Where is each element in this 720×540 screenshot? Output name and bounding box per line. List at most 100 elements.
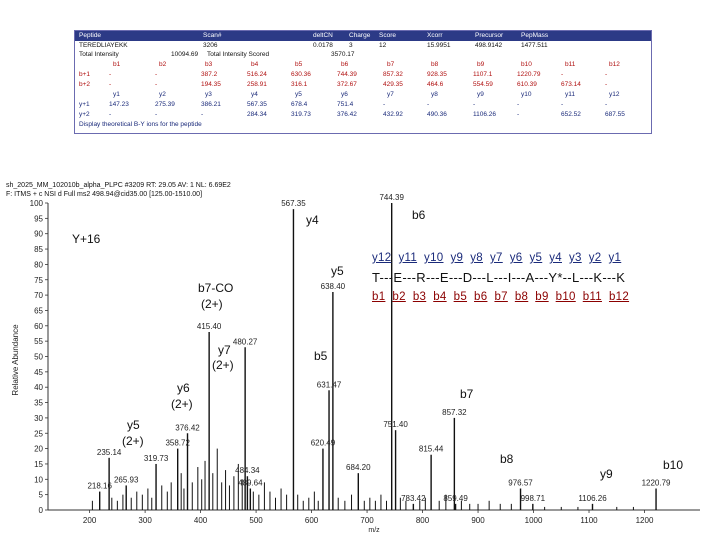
b-row-label: b+1 [79,71,91,78]
peak-mz-label: 998.71 [521,494,546,503]
b-ion-header-cell: b9 [477,61,485,68]
sequence-b-ions: b1 b2 b3 b4 b5 b6 b7 b8 b9 b10 b11 b12 [372,291,636,303]
y-ion-header-cell: y1 [113,91,120,98]
peak-mz-label: 744.39 [379,193,404,202]
sequence-ion-label: b10 [555,291,576,303]
y-ion-cell: - [473,101,476,108]
table-peptide-cell: 0.0178 [313,42,333,49]
table-peptide-cell: TEREDLIAYEKK [79,42,128,49]
peak-mz-label: 265.93 [114,475,139,484]
y-ion-header-cell: y4 [251,91,258,98]
y-tick-label: 90 [34,230,43,239]
b-ion-cell: 194.35 [201,81,221,88]
table-peptide-cell: 498.9142 [475,42,503,49]
sequence-ion-label: b9 [535,291,549,303]
table-header-cell: Xcorr [427,32,443,39]
sequence-ion-label: y3 [569,252,582,264]
b-ion-cell: 316.1 [291,81,308,88]
ion-table: Peptide Scan# deltCN Charge Score Xcorr Precur… [74,30,652,134]
peak-mz-label: 376.42 [175,423,200,432]
sequence-residues: T---E---R---E---D---L---I---A---Y*--L---… [372,270,626,285]
sequence-ion-label: y6 [509,252,523,264]
y-ion-cell: 652.52 [561,111,581,118]
table-peptide-cell: 15.9951 [427,42,451,49]
b-ion-header-cell: b5 [295,61,303,68]
peak-mz-label: 235.14 [97,448,122,457]
y-ion-cell: 678.4 [291,101,308,108]
y-ion-cell: - [605,101,608,108]
y-ion-header-cell: y10 [521,91,532,98]
peak-mz-label: 484.34 [235,466,260,475]
table-peptide-cell: 1477.511 [521,42,548,49]
b-ion-cell: 387.2 [201,71,218,78]
y-ion-cell: 567.35 [247,101,267,108]
y-ion-cell: - [517,101,520,108]
y-tick-label: 35 [34,399,43,408]
b-row-label: b+2 [79,81,91,88]
table-header-cell: Peptide [79,32,102,39]
sequence-ion-label: y5 [529,252,543,264]
b-ion-cell: 630.36 [291,71,311,78]
x-tick-label: 300 [138,516,152,525]
b-ion-cell: 928.35 [427,71,447,78]
y-axis-label: Relative Abundance [11,324,20,396]
y-tick-label: 75 [34,276,43,285]
table-peptide-cell: 12 [379,42,387,49]
peak-mz-label: 358.72 [165,439,190,448]
sequence-ion-label: b3 [412,291,427,303]
annotation-y7-charge: (2+) [212,358,234,372]
x-tick-label: 400 [194,516,208,525]
annotation-b8: b8 [500,452,514,466]
b-ion-header-cell: b12 [609,61,620,68]
y-ion-cell: - [155,111,158,118]
annotation-b10: b10 [663,458,684,472]
x-tick-label: 600 [305,516,319,525]
table-peptide-cell: 3 [349,42,353,49]
y-ion-cell: 751.4 [337,101,354,108]
peak-mz-label: 751.40 [383,420,408,429]
b-ion-cell: 554.59 [473,81,493,88]
b-ion-cell: 1220.79 [517,71,541,78]
y-ion-cell: 284.34 [247,111,267,118]
peak-mz-label: 631.47 [317,380,342,389]
b-ion-header-cell: b1 [113,61,121,68]
y-ion-header-cell: y5 [295,91,302,98]
table-header-cell: Charge [349,32,371,39]
sequence-ion-label: b5 [453,291,468,303]
y-ion-cell: 319.73 [291,111,311,118]
peak-mz-label: 857.32 [442,408,467,417]
y-tick-label: 30 [34,414,43,423]
sequence-ion-label: b1 [372,291,386,303]
b-ion-header-cell: b2 [159,61,167,68]
y-tick-label: 15 [34,460,43,469]
peak-mz-label: 684.20 [346,463,371,472]
sequence-ion-label: y4 [549,252,562,264]
y-tick-label: 45 [34,368,43,377]
y-ion-cell: 1106.26 [473,111,497,118]
sequence-ion-label: y7 [490,252,503,264]
x-tick-label: 700 [360,516,374,525]
y-tick-label: 50 [34,353,43,362]
y-tick-label: 60 [34,322,43,331]
peak-mz-label: 620.49 [311,439,336,448]
b-ion-header-cell: b4 [251,61,259,68]
sequence-ion-label: y1 [608,252,622,264]
annotation-b7-co-charge: (2+) [201,297,223,311]
annotation-y5-2plus: y5 [127,418,140,432]
sequence-ion-label: y10 [424,252,444,264]
x-tick-label: 1200 [636,516,654,525]
sequence-ion-label: y11 [398,252,418,264]
annotation-y-plus-16: Y+16 [72,232,101,246]
y-tick-label: 100 [30,199,44,208]
y-ion-cell: - [201,111,204,118]
peak-mz-label: 415.40 [197,322,222,331]
b-ion-cell: 610.39 [517,81,537,88]
x-tick-label: 1100 [580,516,598,525]
x-tick-label: 800 [416,516,430,525]
peak-mz-label: 218.16 [87,482,112,491]
table-header-cell: PepMass [521,32,549,39]
b-ion-cell: - [561,71,564,78]
b-ion-header-cell: b7 [387,61,395,68]
table-peptide-cell: 3206 [203,42,218,49]
y-ion-cell: 687.55 [605,111,625,118]
